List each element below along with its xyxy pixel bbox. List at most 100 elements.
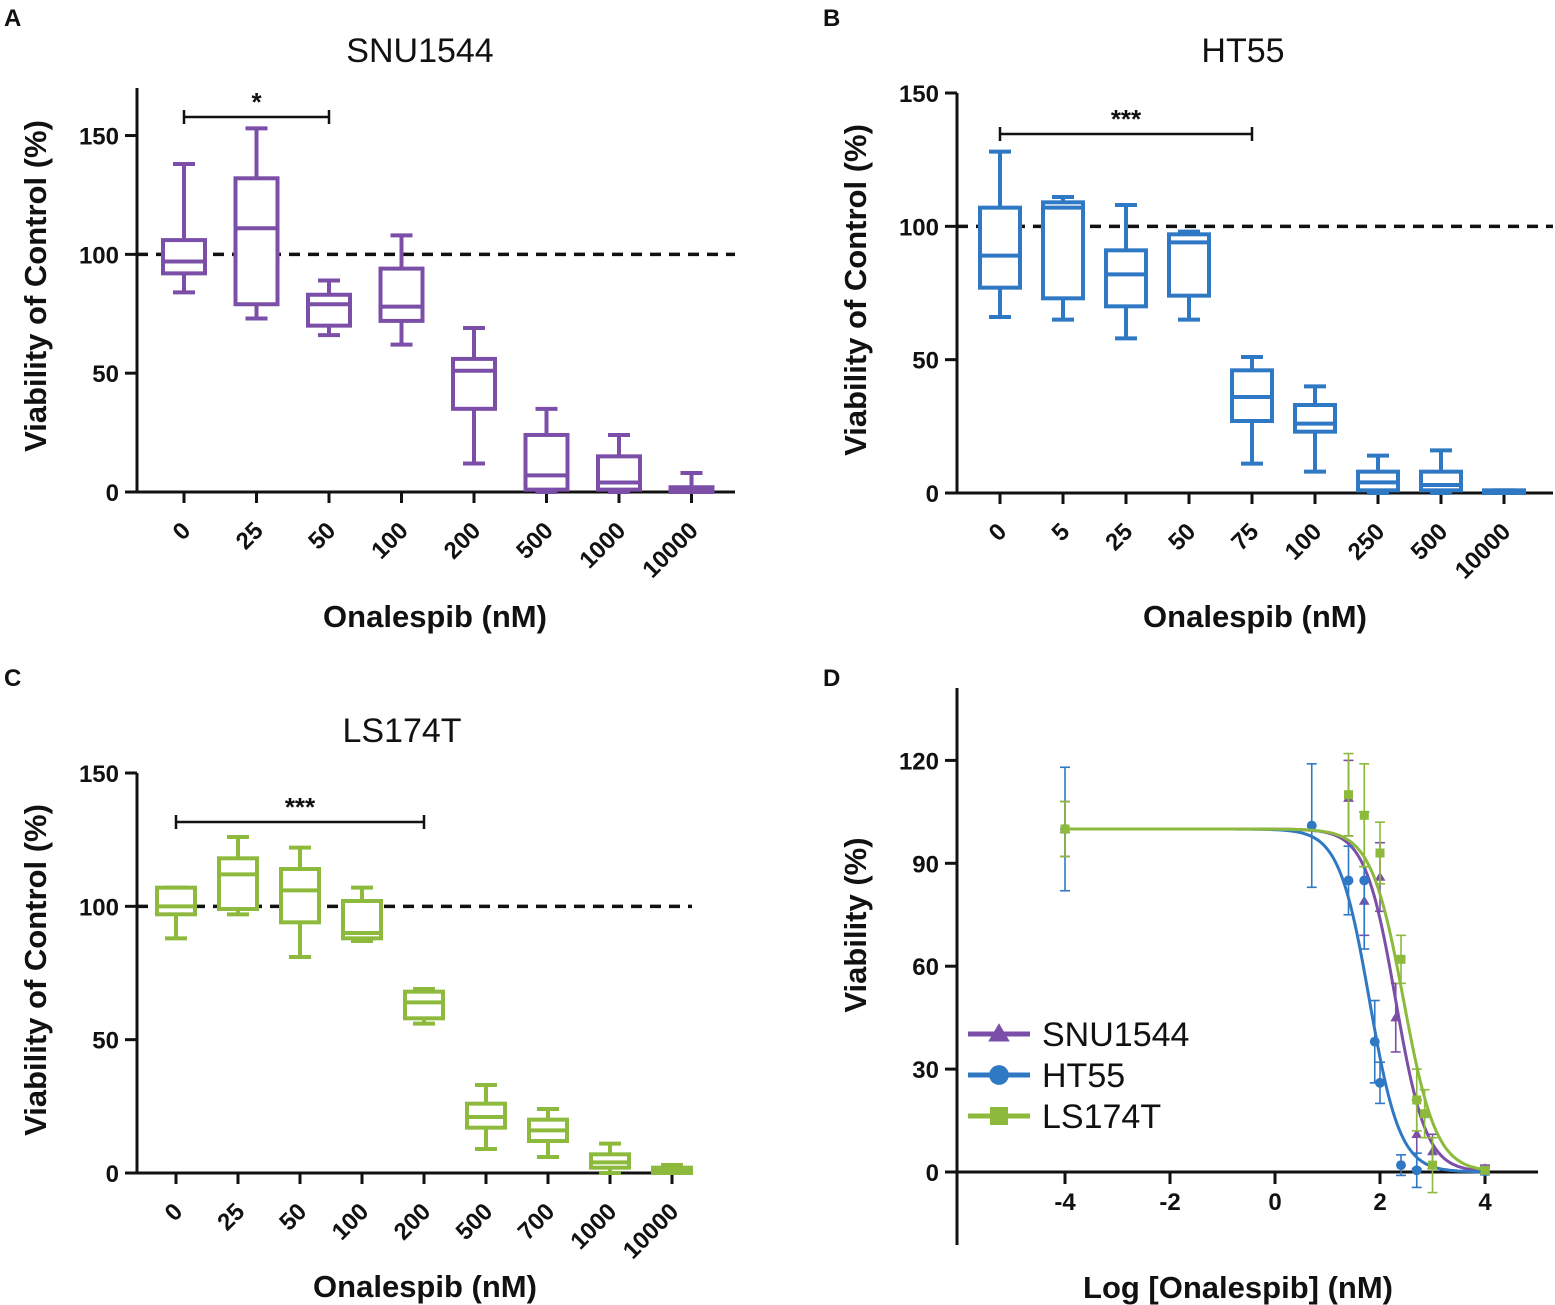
data-point [1411, 1068, 1422, 1132]
point-marker [1412, 1095, 1422, 1105]
box-5 [1041, 195, 1085, 322]
panel-letters: A B C D [4, 5, 840, 692]
legend-marker [989, 1065, 1009, 1085]
panel-letter-b: B [823, 5, 840, 32]
box-1000 [596, 432, 642, 494]
box-iqr [1293, 403, 1337, 434]
y-tick-label: 60 [912, 954, 939, 981]
data-point [1060, 800, 1070, 858]
box-500 [1419, 448, 1463, 495]
legend-item-ht55: HT55 [968, 1057, 1125, 1095]
box-75 [1230, 355, 1274, 466]
box-25 [1104, 203, 1148, 341]
box-iqr [155, 885, 197, 917]
box-iqr [378, 266, 425, 323]
y-tick-label: 150 [899, 81, 939, 108]
panel-letter-c: C [4, 665, 21, 692]
point-marker [1060, 824, 1070, 834]
point-marker [1375, 848, 1385, 858]
x-tick-label: 1000 [565, 1198, 622, 1255]
box-0 [161, 162, 207, 295]
data-point [1306, 763, 1317, 889]
box-plot-snu1544: SNU1544 Onalespib (nM) Viability of Cont… [18, 32, 735, 634]
box-0 [155, 885, 197, 941]
x-tick-label: 0 [160, 1198, 189, 1227]
y-tick-label: 120 [899, 748, 939, 775]
box-250 [1356, 453, 1400, 495]
panel-letter-a: A [4, 5, 21, 32]
box-iqr [279, 867, 321, 925]
box-100 [1293, 384, 1337, 474]
box-iqr [451, 356, 497, 411]
significance-bracket: *** [998, 104, 1254, 141]
point-marker [1390, 1012, 1402, 1022]
chart-c-y-axis-label: Viability of Control (%) [18, 804, 53, 1136]
point-marker [1396, 1160, 1406, 1171]
box-iqr [1041, 200, 1085, 301]
box-700 [527, 1107, 569, 1159]
point-marker [1359, 810, 1369, 820]
point-marker [1420, 1109, 1430, 1119]
y-tick-label: 150 [79, 761, 119, 788]
box-50 [279, 845, 321, 959]
x-tick-label: 100 [1280, 518, 1327, 565]
x-tick-label: 25 [231, 517, 269, 555]
chart-b-x-axis-label: Onalespib (nM) [1143, 599, 1367, 634]
x-tick-label: 500 [1406, 518, 1453, 565]
chart-a-x-axis-label: Onalespib (nM) [323, 599, 547, 634]
y-tick-label: 90 [912, 851, 939, 878]
point-marker [1359, 875, 1370, 886]
x-tick-label: 1000 [574, 517, 631, 574]
data-point [1480, 1165, 1490, 1175]
box-200 [403, 987, 445, 1026]
box-25 [217, 835, 259, 917]
x-tick-label: -4 [1054, 1189, 1076, 1216]
data-point [1343, 845, 1354, 916]
box-50 [306, 278, 352, 338]
chart-c-title: LS174T [342, 712, 461, 750]
chart-a-title: SNU1544 [346, 32, 493, 70]
x-tick-label: 100 [327, 1198, 374, 1245]
point-marker [1428, 1160, 1437, 1170]
x-tick-label: 0 [984, 518, 1013, 547]
box-200 [451, 326, 497, 466]
x-tick-label: 50 [303, 517, 341, 555]
box-0 [978, 149, 1022, 319]
significance-bracket: * [182, 87, 331, 124]
box-50 [1167, 229, 1211, 322]
x-tick-label: -2 [1159, 1189, 1180, 1216]
y-tick-label: 50 [912, 348, 939, 375]
point-marker [1344, 790, 1353, 800]
box-plot-ht55: HT55 Onalespib (nM) Viability of Control… [838, 32, 1553, 634]
box-iqr [217, 856, 259, 911]
legend-item-snu1544: SNU1544 [968, 1016, 1189, 1054]
point-marker [1480, 1165, 1490, 1175]
legend-label: LS174T [1042, 1098, 1161, 1136]
box-iqr [233, 176, 280, 307]
x-tick-label: 50 [1163, 518, 1201, 556]
x-tick-label: 10000 [1450, 518, 1516, 584]
box-10000 [651, 1163, 693, 1175]
box-iqr [1419, 469, 1463, 493]
box-iqr [161, 238, 207, 276]
x-tick-label: 2 [1373, 1189, 1386, 1216]
x-tick-label: 0 [1268, 1189, 1281, 1216]
dose-response-curves: Log [Onalespib] (nM) Viability (%) 0 30 60… [838, 688, 1538, 1305]
point-marker [1411, 1128, 1423, 1139]
significance-label: * [251, 87, 262, 117]
box-1000 [589, 1141, 631, 1175]
significance-label: *** [285, 792, 316, 822]
y-tick-label: 0 [106, 480, 119, 507]
box-10000 [1482, 488, 1526, 496]
y-tick-label: 0 [926, 1160, 939, 1187]
data-point [1375, 821, 1385, 885]
y-tick-label: 0 [106, 1161, 119, 1188]
box-10000 [668, 470, 715, 495]
box-100 [378, 233, 425, 347]
box-iqr [306, 292, 352, 328]
data-point [1396, 934, 1406, 985]
legend-marker [988, 1023, 1010, 1042]
y-tick-label: 100 [79, 894, 119, 921]
box-plot-ls174t: LS174T Onalespib (nM) Viability of Contr… [18, 712, 693, 1304]
